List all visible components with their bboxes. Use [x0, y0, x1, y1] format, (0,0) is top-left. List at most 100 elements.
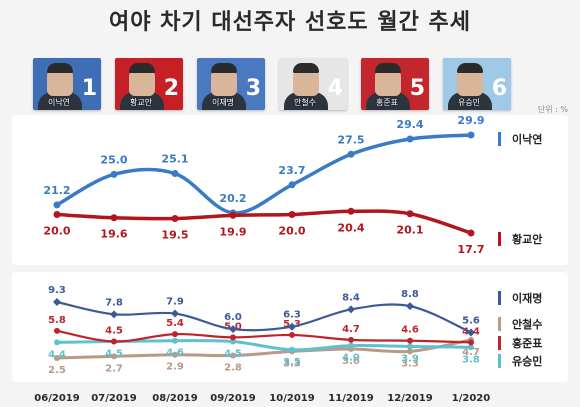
- data-point: [289, 331, 295, 338]
- series-line: [55, 329, 473, 344]
- candidate-card: 이재명 3: [197, 58, 265, 110]
- x-tick-label: 1/2020: [452, 393, 490, 404]
- data-label: 20.0: [278, 225, 305, 238]
- data-point: [289, 346, 295, 353]
- data-point: [229, 325, 237, 334]
- data-point: [110, 170, 118, 178]
- data-label: 4.5: [105, 326, 123, 337]
- legend-swatch: [498, 336, 501, 350]
- data-label: 7.8: [105, 297, 123, 308]
- legend-label: 이재명: [512, 291, 542, 305]
- data-label: 4.7: [462, 347, 480, 358]
- data-label: 20.1: [396, 224, 423, 237]
- data-label: 9.3: [48, 285, 66, 296]
- data-point: [348, 342, 354, 349]
- legend-label: 안철수: [512, 317, 542, 331]
- x-tick-label: 07/2019: [91, 393, 136, 404]
- data-point: [407, 343, 413, 350]
- legend-label: 이낙연: [512, 132, 542, 146]
- data-point: [171, 215, 179, 223]
- data-label: 3.6: [342, 356, 360, 367]
- top-panel-background: [12, 115, 568, 265]
- data-point: [468, 339, 474, 346]
- data-label: 6.3: [283, 310, 301, 321]
- portrait-suit: [366, 92, 410, 110]
- portrait-hair: [129, 63, 155, 73]
- candidate-number: 6: [491, 76, 507, 101]
- data-point: [288, 181, 296, 189]
- data-point: [347, 207, 355, 215]
- data-point: [172, 337, 178, 344]
- data-point: [110, 214, 118, 222]
- data-label: 4.5: [105, 349, 123, 360]
- data-label: 20.2: [219, 192, 246, 205]
- portrait-suit: [120, 92, 164, 110]
- legend-swatch: [498, 132, 501, 146]
- candidate-number: 5: [409, 76, 425, 101]
- portrait-suit: [202, 92, 246, 110]
- data-label: 21.2: [43, 184, 70, 197]
- data-point: [288, 322, 296, 331]
- chart-title: 여야 차기 대선주자 선호도 월간 추세: [109, 10, 471, 35]
- legend-label: 황교안: [512, 232, 542, 246]
- candidate-name: 황교안: [129, 98, 153, 107]
- data-point: [467, 328, 475, 337]
- data-label: 3.5: [283, 357, 301, 368]
- unit-label: 단위 : %: [537, 105, 568, 114]
- data-point: [230, 352, 236, 359]
- data-point: [54, 327, 60, 334]
- data-point: [230, 338, 236, 345]
- candidate-card: 이낙연 1: [33, 58, 101, 110]
- data-label: 2.7: [105, 363, 123, 374]
- candidate-name: 안철수: [293, 98, 317, 107]
- candidate-number: 1: [81, 76, 97, 101]
- data-point: [111, 353, 117, 360]
- data-label: 4.4: [48, 349, 66, 360]
- legend-label: 유승민: [512, 354, 542, 368]
- data-point: [171, 309, 179, 318]
- data-point: [407, 348, 413, 355]
- data-label: 2.9: [166, 362, 184, 373]
- data-label: 19.9: [219, 225, 246, 238]
- x-tick-label: 11/2019: [328, 393, 373, 404]
- data-label: 29.9: [457, 114, 484, 127]
- data-point: [53, 298, 61, 306]
- data-point: [53, 211, 61, 219]
- data-label: 4.0: [342, 353, 360, 364]
- portrait-suit: [284, 92, 328, 110]
- data-point: [172, 331, 178, 338]
- x-tick-label: 10/2019: [269, 393, 314, 404]
- data-label: 4.7: [342, 324, 360, 335]
- x-tick-label: 12/2019: [387, 393, 432, 404]
- data-point: [288, 211, 296, 219]
- portrait-suit: [448, 92, 492, 110]
- data-label: 4.6: [401, 325, 419, 336]
- data-point: [407, 337, 413, 344]
- data-label: 2.8: [224, 363, 242, 374]
- data-point: [348, 336, 354, 343]
- portrait-hair: [457, 63, 483, 73]
- data-point: [406, 135, 414, 143]
- data-point: [406, 210, 414, 218]
- candidate-name: 유승민: [457, 98, 481, 107]
- data-label: 6.0: [224, 312, 242, 323]
- candidate-name: 홍준표: [375, 98, 399, 107]
- data-point: [347, 150, 355, 158]
- data-point: [229, 211, 237, 219]
- data-label: 5.4: [166, 318, 184, 329]
- legend-swatch: [498, 354, 501, 368]
- data-point: [53, 201, 61, 209]
- candidate-number: 2: [163, 76, 179, 101]
- data-point: [468, 344, 474, 351]
- data-point: [111, 338, 117, 345]
- candidate-number: 3: [245, 76, 261, 101]
- data-label: 27.5: [337, 133, 364, 146]
- data-label: 4.6: [166, 348, 184, 359]
- x-tick-label: 06/2019: [34, 393, 79, 404]
- portrait-hair: [211, 63, 237, 73]
- data-label: 8.4: [342, 292, 360, 303]
- legend-swatch: [498, 291, 501, 305]
- candidate-name: 이낙연: [47, 98, 71, 107]
- data-label: 20.0: [43, 225, 70, 238]
